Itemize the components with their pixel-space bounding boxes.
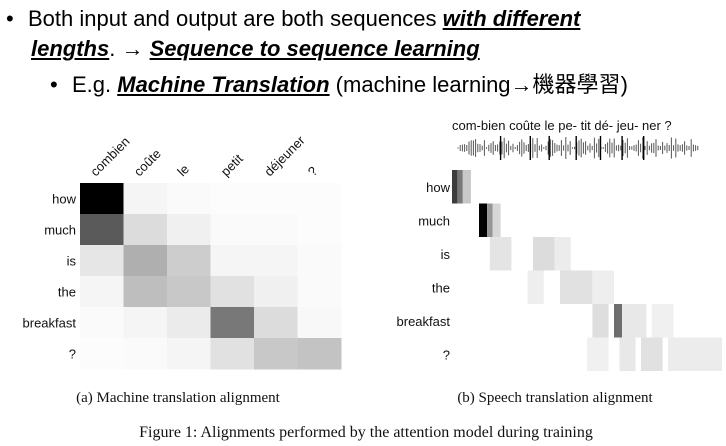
attention-cell	[80, 276, 124, 308]
source-token-label: le	[174, 161, 192, 179]
target-token-label: how	[426, 180, 450, 195]
attention-cell	[210, 276, 255, 308]
attention-cell	[297, 245, 342, 277]
attention-cell	[297, 183, 342, 215]
attention-cell	[123, 307, 168, 339]
attention-cell	[167, 338, 211, 370]
attention-cell	[297, 307, 342, 339]
attention-cell	[80, 183, 124, 215]
target-token-label: much	[44, 223, 76, 238]
target-token-label: the	[58, 285, 76, 300]
attention-band	[668, 337, 722, 371]
bullet2-emphasis: Machine Translation	[117, 72, 330, 97]
bullet1-emphasis-2: Sequence to sequence learning	[149, 36, 480, 61]
attention-cell	[167, 245, 211, 277]
target-token-label: breakfast	[397, 314, 451, 329]
attention-cell	[297, 338, 342, 370]
attention-cell	[123, 276, 168, 308]
bullet-line-2: • E.g. Machine Translation (machine learn…	[50, 70, 628, 101]
bullet1-emphasis-1b: lengths	[31, 36, 110, 61]
attention-cell	[210, 245, 255, 277]
attention-band	[641, 337, 663, 371]
attention-cell	[254, 245, 298, 277]
bullet-line-1: • Both input and output are both sequence…	[6, 4, 580, 34]
attention-cell	[80, 338, 124, 370]
attention-band	[592, 304, 609, 338]
attention-cell	[254, 307, 298, 339]
attention-cell	[123, 183, 168, 215]
target-token-label: ?	[443, 347, 450, 362]
source-token-label: combien	[87, 134, 132, 179]
attention-band	[554, 237, 571, 271]
panel-b-caption: (b) Speech translation alignment	[457, 390, 653, 406]
attention-band	[462, 170, 471, 204]
speech-waveform	[457, 136, 699, 160]
target-token-label: breakfast	[23, 316, 77, 331]
target-token-label: ?	[69, 347, 76, 362]
bullet1-text-2: . →	[109, 36, 150, 61]
attention-cell	[210, 338, 255, 370]
attention-cell	[123, 338, 168, 370]
attention-cell	[167, 183, 211, 215]
attention-band	[592, 270, 614, 304]
attention-cell	[297, 214, 342, 246]
attention-cell	[167, 307, 211, 339]
attention-band	[452, 170, 458, 204]
attention-cell	[123, 214, 168, 246]
target-token-label: how	[52, 192, 76, 207]
attention-band	[533, 237, 555, 271]
sub-bullet-dot: •	[50, 72, 58, 97]
bullet-line-1-continued: lengths. → Sequence to sequence learning	[31, 34, 480, 64]
bullet-dot: •	[6, 6, 14, 31]
attention-band	[492, 203, 501, 237]
figure-caption: Figure 1: Alignments performed by the at…	[139, 424, 593, 441]
attention-band	[487, 203, 493, 237]
bullet1-emphasis-1: with different	[442, 6, 581, 31]
speech-translation-alignment-panel: com-bien coûte le pe- tit dé- jeu- ner ?…	[397, 118, 722, 371]
attention-cell	[254, 276, 298, 308]
source-token-label: petit	[218, 151, 246, 179]
audio-segment-labels: com-bien coûte le pe- tit dé- jeu- ner ?	[452, 118, 672, 133]
panel-a-caption: (a) Machine translation alignment	[76, 390, 281, 406]
attention-cell	[210, 307, 255, 339]
attention-cell	[123, 245, 168, 277]
attention-cell	[80, 214, 124, 246]
bullet1-text-1: Both input and output are both sequences	[28, 6, 443, 31]
attention-cell	[210, 183, 255, 215]
attention-band	[587, 337, 609, 371]
source-token-label: déjeuner	[261, 132, 308, 179]
attention-cell	[167, 276, 211, 308]
bullet2-suffix-zh: 機器學習	[532, 73, 621, 98]
attention-band	[651, 304, 674, 338]
attention-cell	[210, 214, 255, 246]
attention-band	[527, 270, 544, 304]
source-token-label: ?	[305, 163, 321, 179]
attention-band	[614, 304, 623, 338]
target-token-label: the	[432, 280, 450, 295]
attention-cell	[254, 338, 298, 370]
attention-band	[489, 237, 512, 271]
attention-cell	[80, 307, 124, 339]
bullet2-suffix-end: )	[620, 72, 628, 97]
source-token-label: coûte	[131, 146, 164, 179]
target-token-label: much	[418, 213, 450, 228]
attention-band	[560, 270, 593, 304]
attention-cell	[167, 214, 211, 246]
bullet2-suffix: (machine learning→	[329, 72, 533, 97]
attention-cell	[80, 245, 124, 277]
bullet2-prefix: E.g.	[72, 72, 118, 97]
attention-band	[457, 170, 463, 204]
attention-cell	[254, 183, 298, 215]
target-token-label: is	[67, 254, 77, 269]
attention-band	[619, 337, 636, 371]
attention-cell	[297, 276, 342, 308]
attention-cell	[254, 214, 298, 246]
target-token-label: is	[441, 247, 451, 262]
attention-band	[622, 304, 647, 338]
attention-band	[479, 203, 488, 237]
